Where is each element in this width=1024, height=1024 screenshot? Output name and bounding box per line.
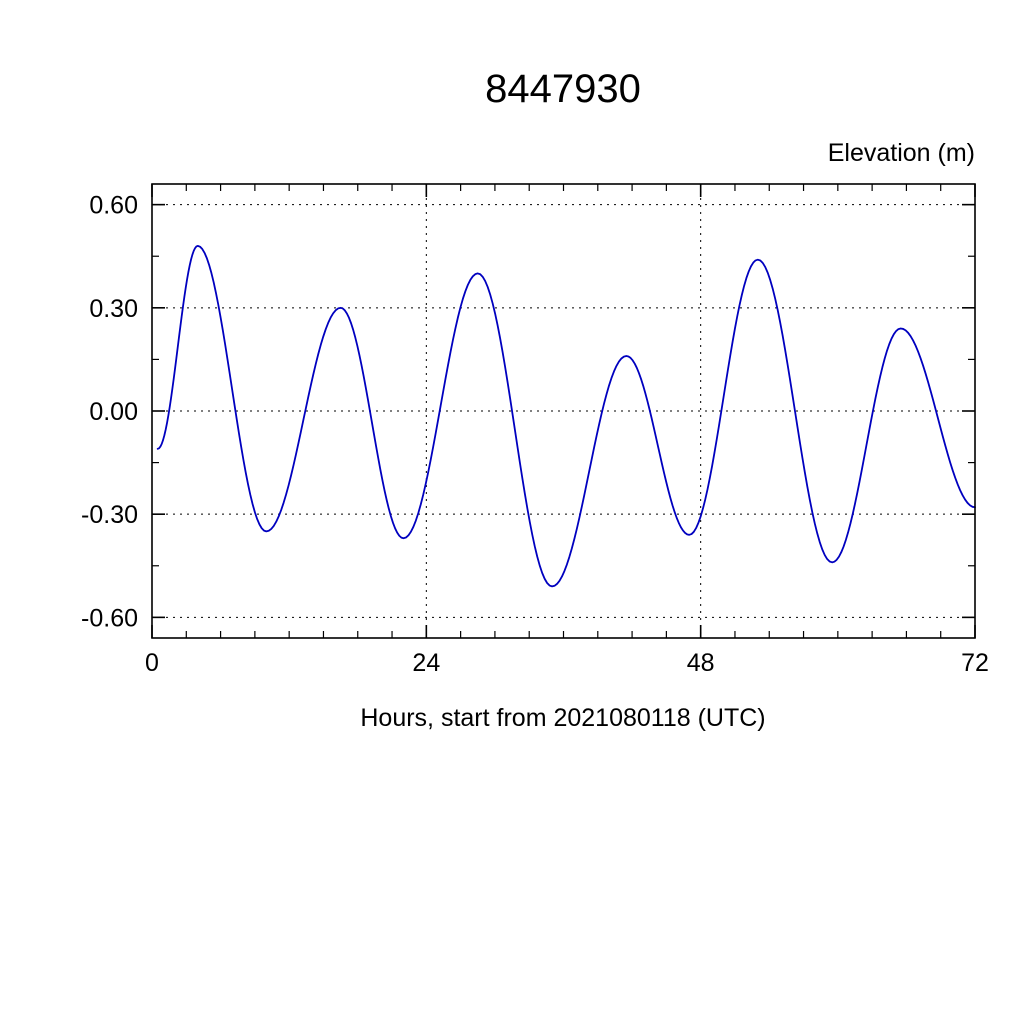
x-tick-label: 0 <box>145 649 159 677</box>
x-tick-label: 72 <box>961 649 989 677</box>
y-tick-label: -0.30 <box>81 501 138 529</box>
plot-frame <box>151 183 976 639</box>
x-axis-label: Hours, start from 2021080118 (UTC) <box>360 704 765 732</box>
axis-ticks <box>151 184 976 638</box>
y-tick-label: 0.30 <box>89 295 138 323</box>
y-tick-label: 0.60 <box>89 192 138 220</box>
tick-labels: 0 24 48 72 -0.60 -0.30 0.00 0.30 0.60 <box>81 192 989 677</box>
chart-title: 8447930 <box>485 67 641 111</box>
x-tick-label: 24 <box>412 649 440 677</box>
x-tick-label: 48 <box>687 649 715 677</box>
elevation-line <box>156 245 976 588</box>
y-tick-label: -0.60 <box>81 604 138 632</box>
y-tick-label: 0.00 <box>89 398 138 426</box>
y-axis-label: Elevation (m) <box>828 139 975 167</box>
gridlines <box>152 184 975 638</box>
